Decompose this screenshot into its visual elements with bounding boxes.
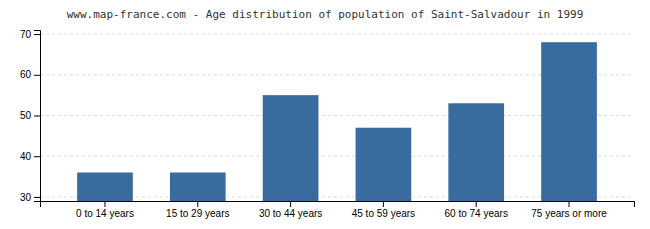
y-tick-label: 60	[20, 69, 32, 80]
grid-line	[40, 34, 634, 35]
x-tick-mark	[569, 201, 570, 207]
y-tick-label: 40	[20, 151, 32, 162]
y-axis-line	[34, 31, 41, 202]
y-tick: 50	[20, 110, 40, 121]
bar	[541, 42, 597, 201]
y-tick-mark	[34, 34, 40, 35]
x-tick: 30 to 44 years	[259, 201, 322, 219]
bar	[263, 95, 319, 201]
y-tick-mark	[34, 156, 40, 157]
y-tick-label: 50	[20, 110, 32, 121]
y-tick-label: 70	[20, 29, 32, 40]
chart-container: 30 40 50 60 70 0 to 14 years 15 to 29 years 30 …	[0, 0, 650, 229]
x-tick: 15 to 29 years	[166, 201, 229, 219]
x-axis-line	[41, 202, 635, 208]
x-tick-label: 0 to 14 years	[76, 208, 134, 219]
x-tick-label: 30 to 44 years	[259, 208, 322, 219]
y-tick: 30	[20, 192, 40, 203]
chart-svg: 30 40 50 60 70 0 to 14 years 15 to 29 years 30 …	[0, 0, 650, 229]
y-tick-mark	[34, 197, 40, 198]
x-tick-label: 60 to 74 years	[445, 208, 508, 219]
y-tick: 70	[20, 29, 40, 40]
bar	[448, 103, 504, 201]
x-tick-mark	[476, 201, 477, 207]
x-tick: 45 to 59 years	[352, 201, 415, 219]
y-tick-mark	[34, 116, 40, 117]
x-tick-mark	[290, 201, 291, 207]
y-tick-mark	[34, 75, 40, 76]
bars	[77, 42, 597, 201]
x-tick-mark	[197, 201, 198, 207]
y-tick: 60	[20, 69, 40, 80]
x-tick: 0 to 14 years	[76, 201, 134, 219]
x-tick-mark	[104, 201, 105, 207]
x-axis: 0 to 14 years 15 to 29 years 30 to 44 year…	[41, 201, 635, 219]
y-axis: 30 40 50 60 70	[20, 29, 41, 203]
x-tick: 75 years or more	[531, 201, 607, 219]
x-tick-label: 15 to 29 years	[166, 208, 229, 219]
x-tick-mark	[383, 201, 384, 207]
x-tick-label: 45 to 59 years	[352, 208, 415, 219]
bar	[77, 173, 133, 202]
x-tick-label: 75 years or more	[531, 208, 607, 219]
y-tick-label: 30	[20, 192, 32, 203]
bar	[170, 173, 226, 202]
chart-title: www.map-france.com - Age distribution of…	[67, 8, 584, 21]
y-tick: 40	[20, 151, 40, 162]
bar	[356, 128, 412, 201]
x-tick: 60 to 74 years	[445, 201, 508, 219]
plot-area: 30 40 50 60 70 0 to 14 years 15 to 29 years 30 …	[20, 29, 635, 219]
